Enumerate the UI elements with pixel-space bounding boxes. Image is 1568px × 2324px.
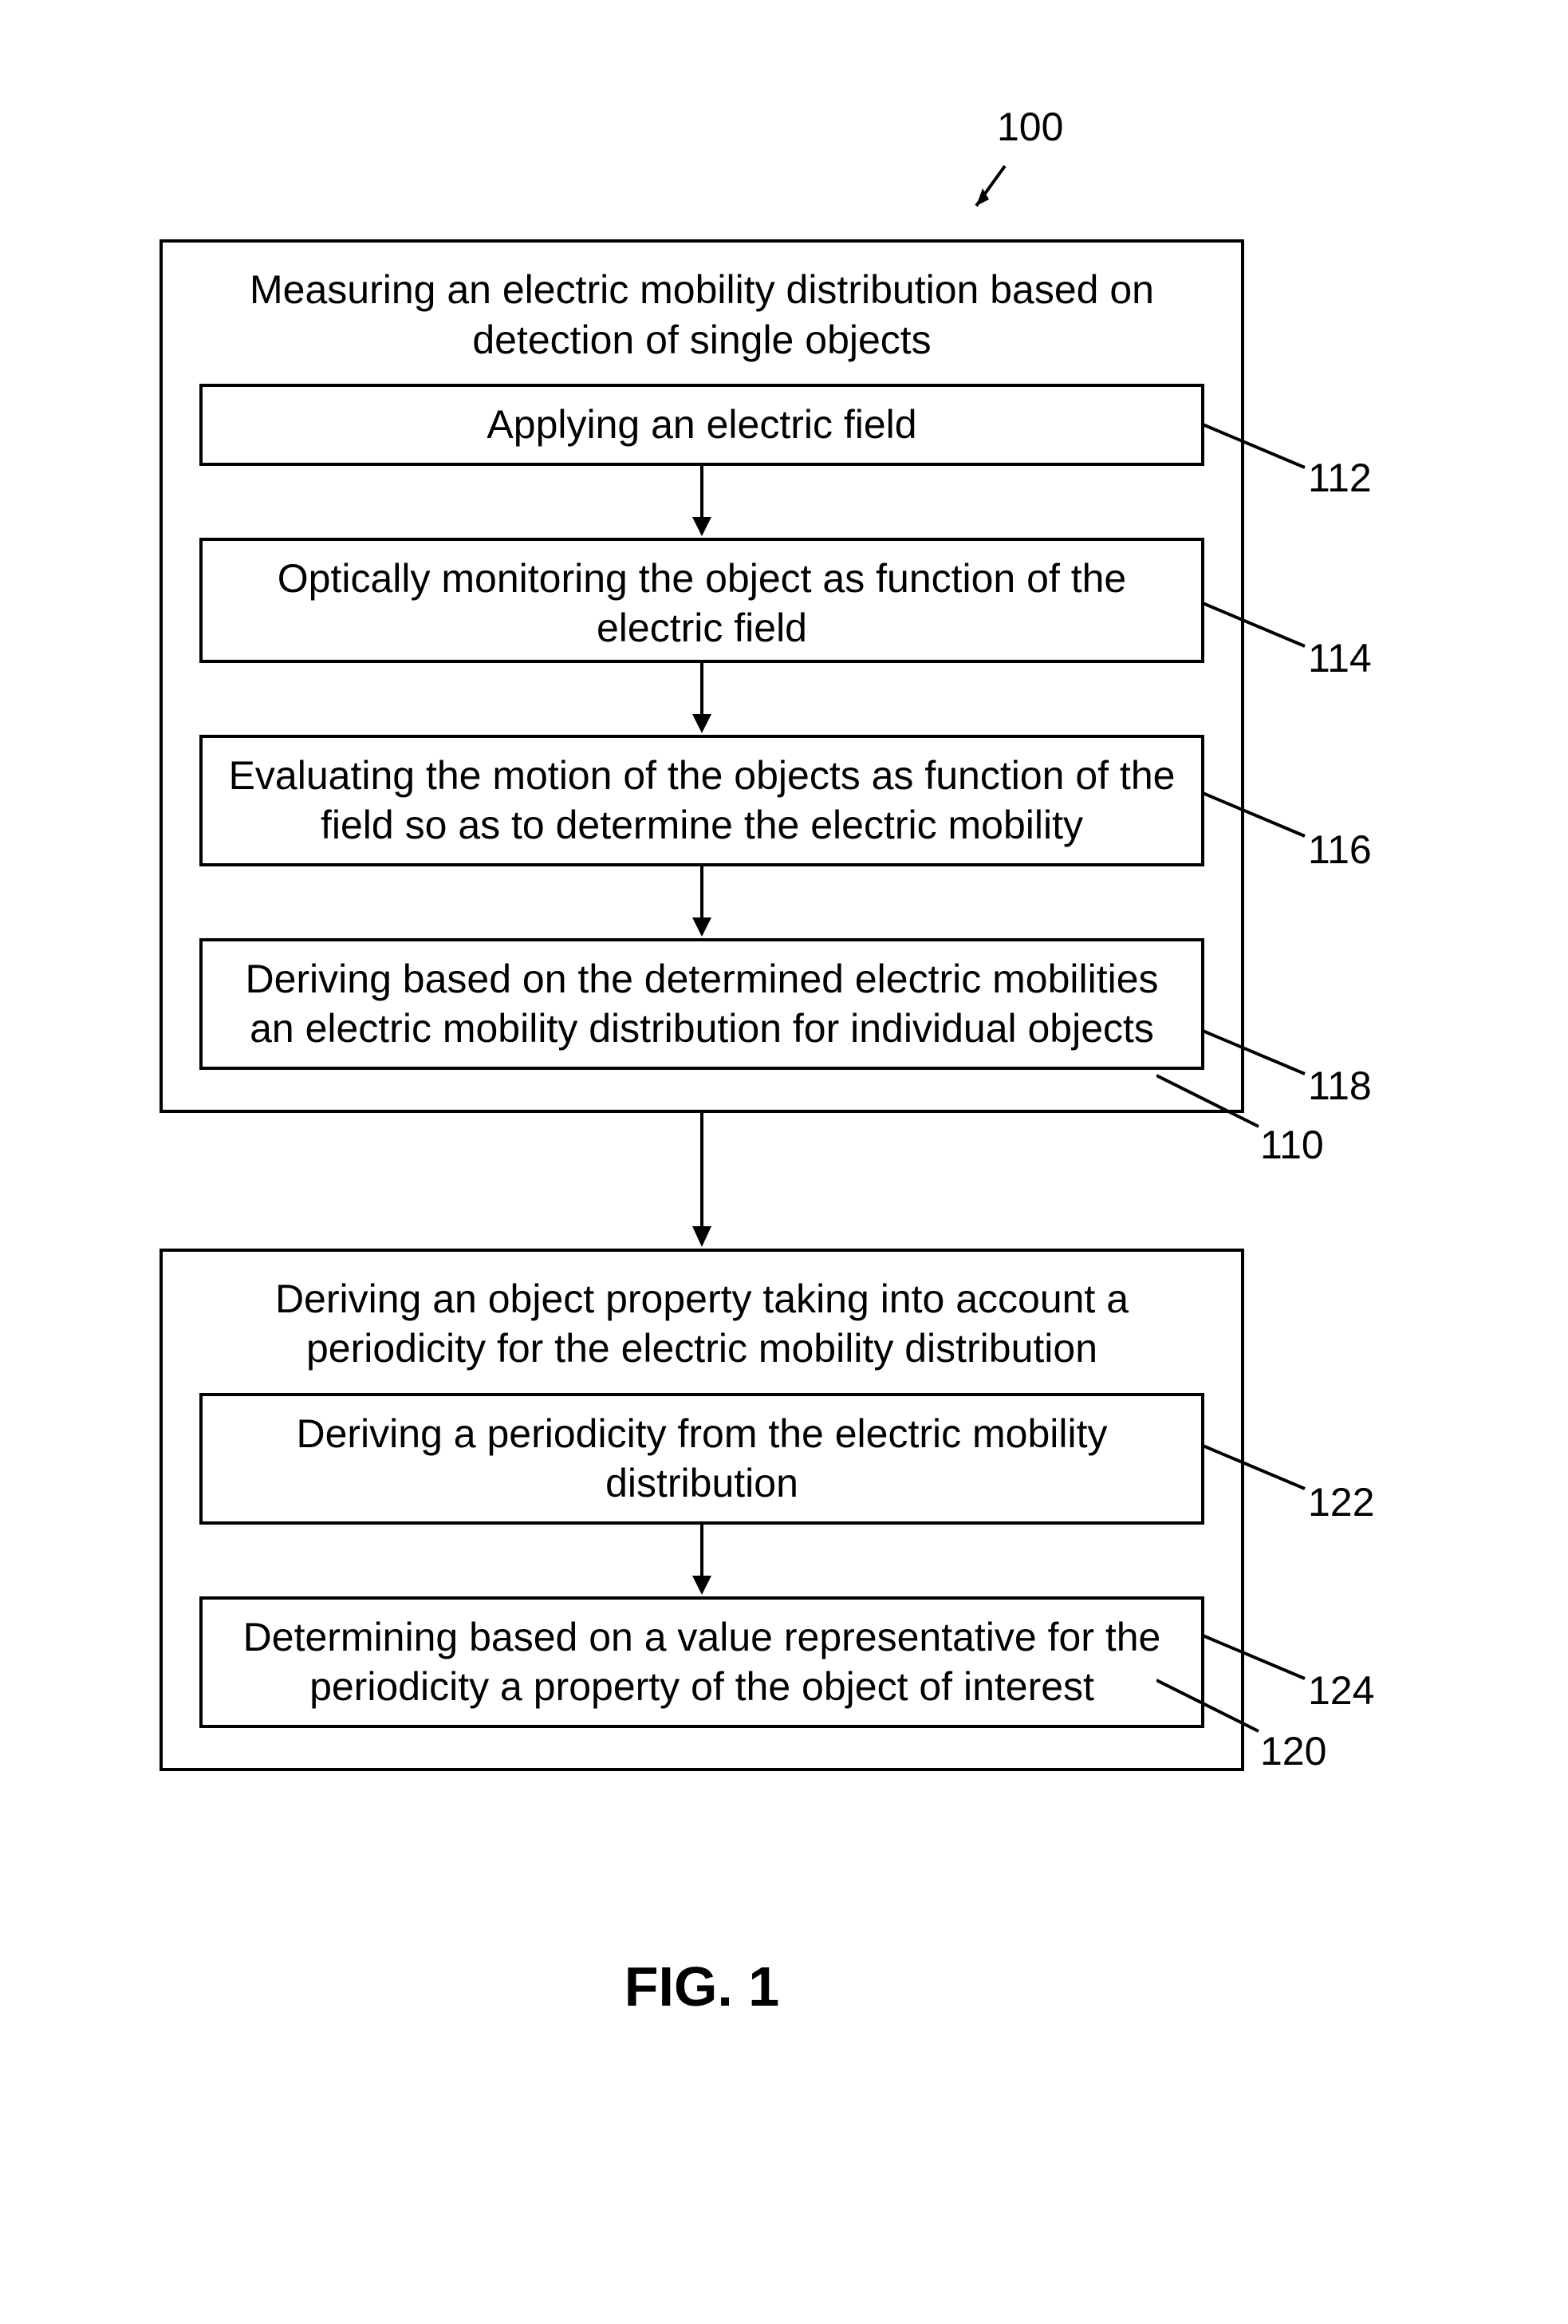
arrow-114-116 [195,663,1209,735]
ref-122: 122 [1308,1479,1374,1525]
step-114-text: Optically monitoring the object as funct… [278,556,1126,651]
block-110: Measuring an electric mobility distribut… [160,239,1244,1113]
flowchart-canvas: 100 Measuring an electric mobility distr… [160,128,1404,2018]
ref-112: 112 [1308,455,1372,501]
ref-118: 118 [1308,1063,1372,1109]
arrow-112-114 [195,466,1209,538]
block-120-title: Deriving an object property taking into … [195,1274,1209,1374]
arrow-122-124 [195,1525,1209,1596]
block-110-title: Measuring an electric mobility distribut… [195,265,1209,365]
step-112-text: Applying an electric field [487,402,916,447]
step-116-text: Evaluating the motion of the objects as … [229,753,1176,848]
ref-116: 116 [1308,827,1372,873]
step-112: Applying an electric field [199,384,1204,466]
step-124: Determining based on a value representat… [199,1596,1204,1728]
step-114: Optically monitoring the object as funct… [199,538,1204,663]
step-116: Evaluating the motion of the objects as … [199,735,1204,866]
ref-124: 124 [1308,1667,1374,1714]
figure-caption: FIG. 1 [160,1955,1244,2018]
ref-110: 110 [1260,1122,1324,1168]
ref-100: 100 [997,104,1063,150]
block-120: Deriving an object property taking into … [160,1249,1244,1771]
ref-120: 120 [1260,1728,1326,1774]
arrow-116-118 [195,866,1209,938]
ref-100-arrow [965,160,1013,215]
arrow-110-120 [160,1113,1244,1249]
step-118-text: Deriving based on the determined electri… [245,957,1158,1052]
step-124-text: Determining based on a value representat… [243,1615,1161,1710]
step-118: Deriving based on the determined electri… [199,938,1204,1070]
step-122: Deriving a periodicity from the electric… [199,1393,1204,1525]
step-122-text: Deriving a periodicity from the electric… [296,1411,1107,1506]
ref-114: 114 [1308,635,1372,681]
